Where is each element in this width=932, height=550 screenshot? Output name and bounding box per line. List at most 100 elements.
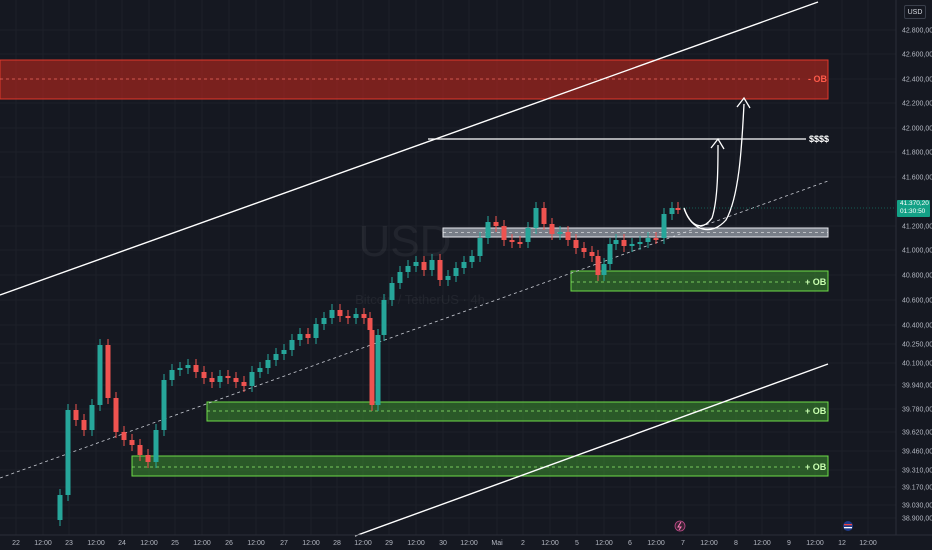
price-axis[interactable]: 42.800,00 42.600,00 42.400,00 42.200,00 42.0…	[902, 28, 932, 523]
time-axis-label: 12:00	[541, 540, 559, 547]
time-axis-label: 12:00	[247, 540, 265, 547]
bullish-ob-zone-3[interactable]	[131, 455, 829, 477]
price-axis-label: 41.000,00	[902, 248, 932, 255]
candle-body	[217, 376, 223, 382]
candle-body	[533, 208, 539, 228]
price-axis-label: 40.600,00	[902, 298, 932, 305]
time-axis-label: 12:00	[700, 540, 718, 547]
price-axis-label: 40.100,00	[902, 361, 932, 368]
price-axis-label: 41.800,00	[902, 150, 932, 157]
candle-body	[389, 283, 395, 300]
candle-body	[607, 244, 613, 264]
candle-body	[177, 368, 183, 370]
candle-body	[265, 360, 271, 368]
time-axis-label: 12:00	[302, 540, 320, 547]
channel-lower-line[interactable]	[354, 363, 829, 537]
candle-body	[273, 354, 279, 360]
candle-body	[549, 224, 555, 234]
candle-body	[233, 378, 239, 382]
candle-body	[105, 345, 111, 398]
liquidity-label: $$$$	[809, 134, 829, 144]
time-axis-label: 12:00	[859, 540, 877, 547]
candle-body	[669, 208, 675, 214]
projection-arrow-1[interactable]	[683, 144, 719, 227]
candle-body	[161, 380, 167, 430]
candle-body	[517, 242, 523, 244]
candle-body	[361, 314, 367, 318]
currency-badge[interactable]: USD	[904, 5, 926, 19]
time-axis-label: 25	[171, 540, 179, 547]
candle-body	[525, 228, 531, 242]
bullish-ob-zone-1[interactable]	[570, 270, 829, 292]
bullish-ob-zone-2[interactable]	[206, 401, 829, 422]
price-axis-label: 39.030,00	[902, 503, 932, 510]
candle-body	[485, 222, 491, 238]
channel-upper-line[interactable]	[0, 1, 819, 296]
bullish-ob-label-3: + OB	[805, 462, 827, 472]
bar-countdown: 01:30:50	[900, 208, 926, 215]
time-axis-label: 26	[225, 540, 233, 547]
candle-body	[145, 455, 151, 462]
candle-body	[369, 330, 375, 405]
candle-body	[121, 432, 127, 440]
candle-body	[241, 382, 247, 386]
time-axis-label: 5	[575, 540, 579, 547]
time-axis-label: 27	[280, 540, 288, 547]
candle-body	[469, 256, 475, 262]
candle-body	[65, 410, 71, 495]
candle-body	[653, 238, 659, 240]
candle-body	[169, 370, 175, 380]
candle-body	[461, 262, 467, 268]
time-axis-label: 12:00	[753, 540, 771, 547]
time-axis-label: 2	[521, 540, 525, 547]
candle-body	[153, 430, 159, 462]
time-axis-label: 9	[787, 540, 791, 547]
time-axis-label: 22	[12, 540, 20, 547]
candle-body	[453, 268, 459, 276]
flag-icon[interactable]	[843, 521, 853, 531]
price-axis-label: 39.170,00	[902, 485, 932, 492]
candle-body	[397, 272, 403, 283]
candle-body	[193, 365, 199, 372]
candle-body	[595, 256, 601, 275]
candle-body	[565, 232, 571, 240]
candle-body	[541, 208, 547, 224]
candle-body	[637, 242, 643, 244]
time-axis-label: 12:00	[595, 540, 613, 547]
time-axis-label: 12:00	[140, 540, 158, 547]
candle-body	[589, 252, 595, 256]
time-axis-label: 30	[439, 540, 447, 547]
price-axis-label: 40.800,00	[902, 273, 932, 280]
lightning-icon[interactable]	[674, 520, 686, 532]
price-axis-label: 42.400,00	[902, 77, 932, 84]
candle-body	[297, 334, 303, 340]
time-axis-label: 12:00	[354, 540, 372, 547]
symbol-watermark: USD	[359, 217, 452, 266]
channel-mid-line[interactable]	[0, 180, 829, 479]
candle-body	[313, 324, 319, 338]
symbol-subtitle-watermark: Bitcoin / TetherUS · 4h	[355, 292, 485, 307]
projection-arrow-2[interactable]	[683, 103, 745, 231]
time-axis-label: 12:00	[407, 540, 425, 547]
time-axis-label: 12:00	[806, 540, 824, 547]
candle-body	[621, 240, 627, 246]
price-axis-label: 40.400,00	[902, 323, 932, 330]
time-axis-label: 12:00	[460, 540, 478, 547]
candles-group	[57, 202, 681, 526]
time-axis-label: 8	[734, 540, 738, 547]
candle-body	[557, 232, 563, 234]
time-axis-label: 12	[838, 540, 846, 547]
candle-body	[305, 334, 311, 338]
time-axis-label: 24	[118, 540, 126, 547]
bearish-ob-zone[interactable]	[0, 59, 829, 100]
price-axis-label: 39.940,00	[902, 383, 932, 390]
time-axis[interactable]: 22 12:00 23 12:00 24 12:00 25 12:00 26 12:00 27 12:…	[12, 540, 877, 547]
time-axis-label: 12:00	[647, 540, 665, 547]
time-axis-label: 12:00	[87, 540, 105, 547]
candle-body	[337, 310, 343, 316]
price-axis-label: 39.780,00	[902, 407, 932, 414]
candle-body	[429, 260, 435, 270]
candle-body	[209, 378, 215, 382]
